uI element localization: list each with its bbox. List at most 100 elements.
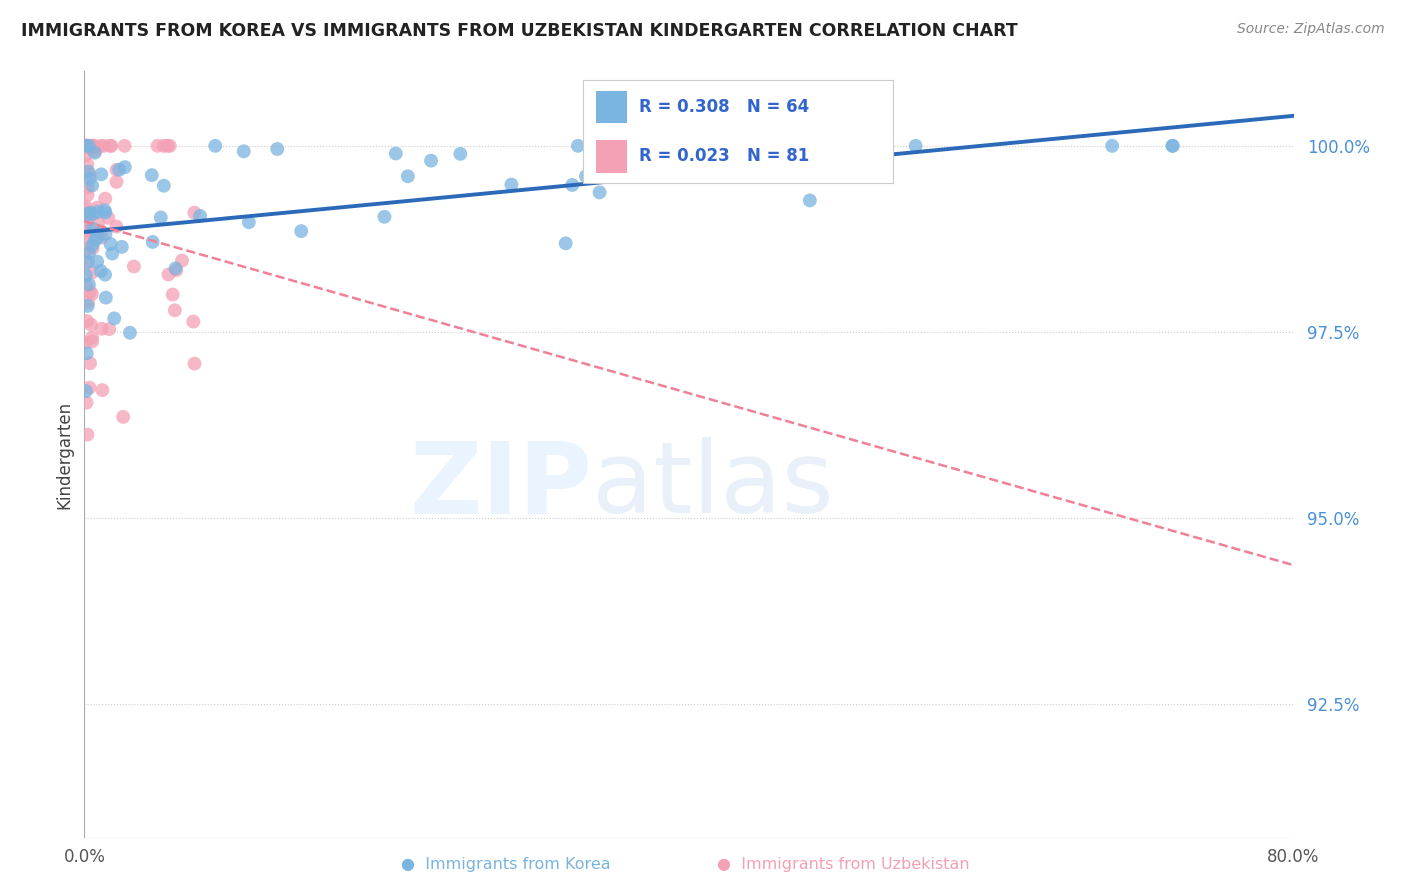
Point bbox=[82, 334, 104, 349]
Point bbox=[165, 263, 187, 277]
Point bbox=[80, 318, 103, 332]
Point bbox=[75, 138, 97, 153]
Point bbox=[80, 138, 103, 153]
Point bbox=[561, 178, 583, 192]
Point bbox=[75, 138, 97, 153]
Point bbox=[105, 219, 128, 234]
Point bbox=[82, 138, 104, 153]
Point bbox=[91, 383, 114, 397]
Point bbox=[118, 326, 141, 340]
Point bbox=[75, 255, 97, 269]
Point bbox=[100, 237, 122, 252]
Point bbox=[76, 138, 98, 153]
Point bbox=[87, 230, 110, 244]
Point bbox=[141, 168, 163, 182]
Point bbox=[165, 261, 187, 276]
Point bbox=[94, 268, 117, 282]
Point bbox=[76, 218, 98, 232]
Point bbox=[90, 167, 112, 181]
Point bbox=[98, 322, 121, 336]
Point bbox=[112, 409, 135, 424]
Point bbox=[93, 138, 115, 153]
Point bbox=[75, 384, 97, 398]
Point bbox=[75, 149, 97, 163]
Point bbox=[384, 146, 406, 161]
Point bbox=[162, 287, 184, 301]
Point bbox=[501, 178, 523, 192]
Point bbox=[105, 162, 128, 177]
Point bbox=[86, 204, 108, 219]
Point bbox=[79, 381, 101, 395]
Point bbox=[420, 153, 443, 168]
Point bbox=[76, 180, 98, 194]
Point bbox=[75, 202, 97, 217]
Point bbox=[94, 205, 117, 219]
Point bbox=[373, 210, 395, 224]
Point bbox=[80, 331, 103, 345]
Point bbox=[89, 225, 111, 239]
Point bbox=[146, 138, 169, 153]
Point bbox=[76, 427, 98, 442]
Point bbox=[100, 138, 122, 153]
Point bbox=[83, 138, 105, 153]
Point bbox=[122, 260, 145, 274]
Point bbox=[159, 138, 181, 153]
Point bbox=[75, 207, 97, 221]
Point bbox=[77, 255, 100, 269]
Point bbox=[575, 169, 598, 184]
Point bbox=[75, 138, 97, 153]
Point bbox=[79, 206, 101, 220]
Point bbox=[82, 138, 104, 153]
Point bbox=[266, 142, 288, 156]
Point bbox=[94, 192, 117, 206]
Point bbox=[76, 314, 98, 328]
Point bbox=[83, 145, 105, 160]
Point bbox=[77, 295, 100, 310]
Point bbox=[86, 201, 108, 215]
Point bbox=[142, 235, 165, 249]
Text: R = 0.023   N = 81: R = 0.023 N = 81 bbox=[640, 147, 810, 165]
Point bbox=[97, 211, 120, 225]
Point bbox=[79, 208, 101, 222]
Point bbox=[79, 138, 101, 153]
Point bbox=[77, 138, 100, 153]
Point bbox=[75, 335, 97, 350]
Point bbox=[98, 138, 121, 153]
Point bbox=[830, 138, 852, 153]
Point bbox=[76, 299, 98, 313]
Point bbox=[232, 145, 254, 159]
Point bbox=[75, 138, 97, 153]
Point bbox=[1161, 138, 1184, 153]
Text: Source: ZipAtlas.com: Source: ZipAtlas.com bbox=[1237, 22, 1385, 37]
Point bbox=[86, 254, 108, 268]
Point bbox=[290, 224, 312, 238]
Point bbox=[89, 138, 111, 153]
Point bbox=[103, 311, 125, 326]
Point bbox=[75, 244, 97, 258]
Point bbox=[76, 211, 98, 226]
Point bbox=[554, 236, 576, 251]
Bar bbox=[596, 140, 627, 173]
Point bbox=[79, 285, 101, 299]
Point bbox=[183, 314, 205, 328]
Point bbox=[157, 268, 180, 282]
Point bbox=[89, 226, 111, 240]
Point bbox=[156, 138, 179, 153]
Point bbox=[80, 287, 103, 301]
Point bbox=[82, 178, 104, 193]
Point bbox=[1101, 138, 1123, 153]
Point bbox=[82, 241, 104, 255]
Point bbox=[449, 146, 471, 161]
Point bbox=[238, 215, 260, 229]
Point bbox=[76, 225, 98, 239]
Point bbox=[105, 175, 128, 189]
Point bbox=[90, 264, 112, 278]
Point bbox=[101, 246, 124, 260]
Point bbox=[79, 141, 101, 155]
Point bbox=[75, 222, 97, 236]
Point bbox=[588, 186, 610, 200]
Point bbox=[75, 138, 97, 153]
Point bbox=[204, 138, 226, 153]
Point bbox=[76, 157, 98, 171]
Point bbox=[79, 168, 101, 182]
